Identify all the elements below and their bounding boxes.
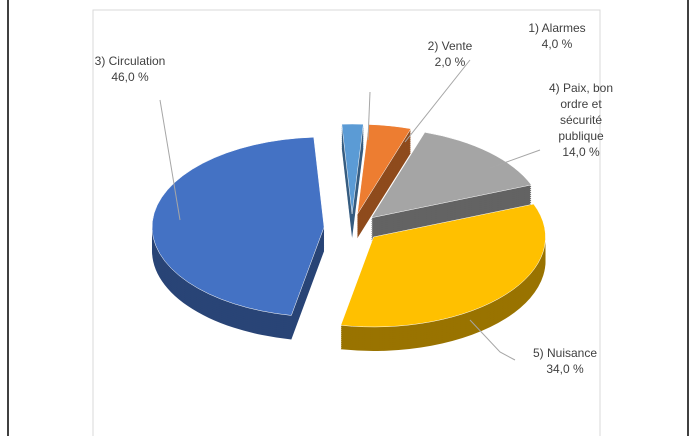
data-label: 1) Alarmes 4,0 % [502, 20, 612, 52]
leader-lines [159, 59, 541, 361]
value-label: 14,0 % [562, 145, 600, 159]
leader-line [159, 99, 181, 221]
category-label: 5) Nuisance [532, 346, 598, 360]
value-label: 34,0 % [546, 362, 584, 376]
leader-line [469, 319, 516, 361]
category-label: 1) Alarmes [528, 21, 586, 35]
slice [370, 132, 532, 219]
leader-line [404, 59, 471, 143]
category-label: 4) Paix, bon ordre et sécurité publique [548, 81, 614, 143]
data-label: 4) Paix, bon ordre et sécurité publique 1… [540, 80, 622, 160]
data-label: 5) Nuisance 34,0 % [510, 345, 620, 377]
data-label: 3) Circulation 46,0 % [75, 53, 185, 85]
value-label: 2,0 % [434, 55, 466, 69]
slice [340, 203, 546, 328]
slice [151, 136, 325, 316]
value-label: 46,0 % [111, 70, 149, 84]
category-label: 2) Vente [427, 39, 473, 53]
pie [151, 123, 546, 351]
category-label: 3) Circulation [94, 54, 166, 68]
slice [341, 123, 364, 215]
data-label: 2) Vente 2,0 % [395, 38, 505, 70]
leader-line [489, 149, 541, 169]
leader-line [367, 91, 371, 141]
value-label: 4,0 % [541, 37, 573, 51]
chart-frame [92, 9, 601, 436]
